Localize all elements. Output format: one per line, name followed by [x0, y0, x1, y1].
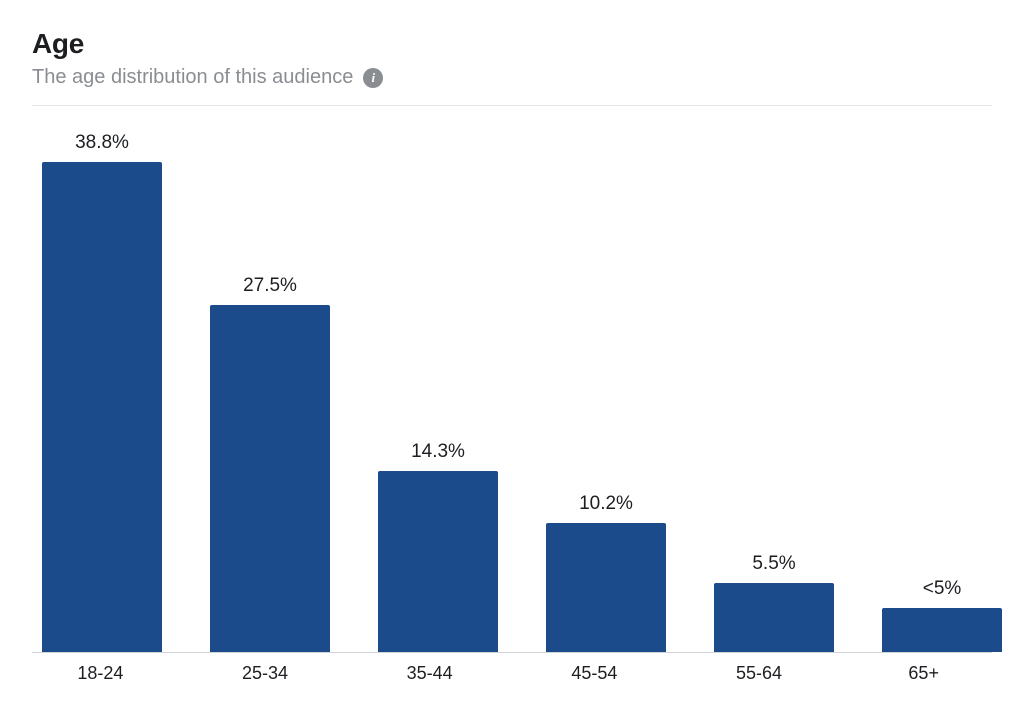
bar[interactable] — [714, 583, 834, 652]
chart-subtitle: The age distribution of this audience — [32, 66, 353, 89]
bar-group: 14.3% — [378, 441, 498, 652]
bar-value-label: <5% — [923, 578, 962, 600]
bar-value-label: 27.5% — [243, 275, 297, 297]
bar-value-label: 38.8% — [75, 132, 129, 154]
chart-header: Age The age distribution of this audienc… — [32, 28, 992, 106]
labels-row: 18-24 25-34 35-44 45-54 55-64 65+ — [32, 653, 992, 684]
bar-category-label: 65+ — [865, 663, 982, 684]
bar-value-label: 5.5% — [752, 553, 795, 575]
bar-value-label: 14.3% — [411, 441, 465, 463]
age-bar-chart: 38.8% 27.5% 14.3% 10.2% 5.5% <5% 18-24 25-34 35… — [32, 124, 992, 684]
bar[interactable] — [882, 608, 1002, 652]
bar-group: <5% — [882, 578, 1002, 652]
bar-category-label: 35-44 — [371, 663, 488, 684]
bar-category-label: 25-34 — [207, 663, 324, 684]
bar[interactable] — [378, 471, 498, 652]
bar-group: 5.5% — [714, 553, 834, 652]
bar-value-label: 10.2% — [579, 493, 633, 515]
bar-category-label: 18-24 — [42, 663, 159, 684]
bar-group: 38.8% — [42, 132, 162, 652]
bar-group: 27.5% — [210, 275, 330, 652]
bar-category-label: 55-64 — [701, 663, 818, 684]
bar-category-label: 45-54 — [536, 663, 653, 684]
subtitle-row: The age distribution of this audience i — [32, 66, 992, 89]
bar[interactable] — [546, 523, 666, 652]
chart-title: Age — [32, 28, 992, 60]
bar[interactable] — [210, 305, 330, 652]
bar-group: 10.2% — [546, 493, 666, 652]
bars-container: 38.8% 27.5% 14.3% 10.2% 5.5% <5% — [32, 124, 992, 653]
info-icon[interactable]: i — [363, 68, 383, 88]
bar[interactable] — [42, 162, 162, 652]
